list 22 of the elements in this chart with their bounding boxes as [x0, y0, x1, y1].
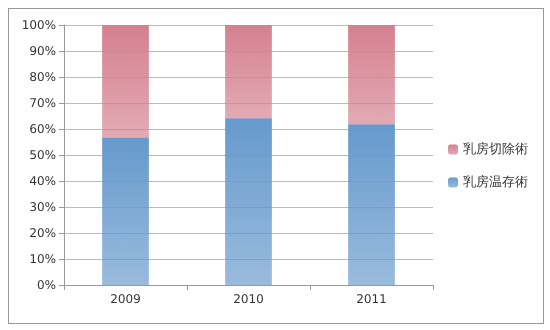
y-tick-label: 0%	[36, 278, 56, 292]
bar	[348, 124, 395, 285]
bar	[102, 25, 149, 138]
y-tick-label: 60%	[29, 122, 56, 136]
x-tick-label: 2009	[110, 292, 141, 306]
y-tick-label: 30%	[29, 200, 56, 214]
bar	[225, 25, 272, 118]
y-tick-label: 90%	[29, 44, 56, 58]
y-tick-label: 80%	[29, 70, 56, 84]
legend-label: 乳房温存術	[463, 174, 528, 190]
x-tick-label: 2010	[233, 292, 264, 306]
x-tick-label: 2011	[356, 292, 387, 306]
bar	[102, 138, 149, 285]
bar	[225, 118, 272, 285]
y-tick-label: 40%	[29, 174, 56, 188]
y-tick-label: 50%	[29, 148, 56, 162]
y-tick-label: 100%	[22, 18, 56, 32]
y-tick-label: 20%	[29, 226, 56, 240]
bar	[348, 25, 395, 124]
legend-label: 乳房切除術	[463, 141, 528, 157]
y-tick-label: 10%	[29, 252, 56, 266]
y-tick-label: 70%	[29, 96, 56, 110]
